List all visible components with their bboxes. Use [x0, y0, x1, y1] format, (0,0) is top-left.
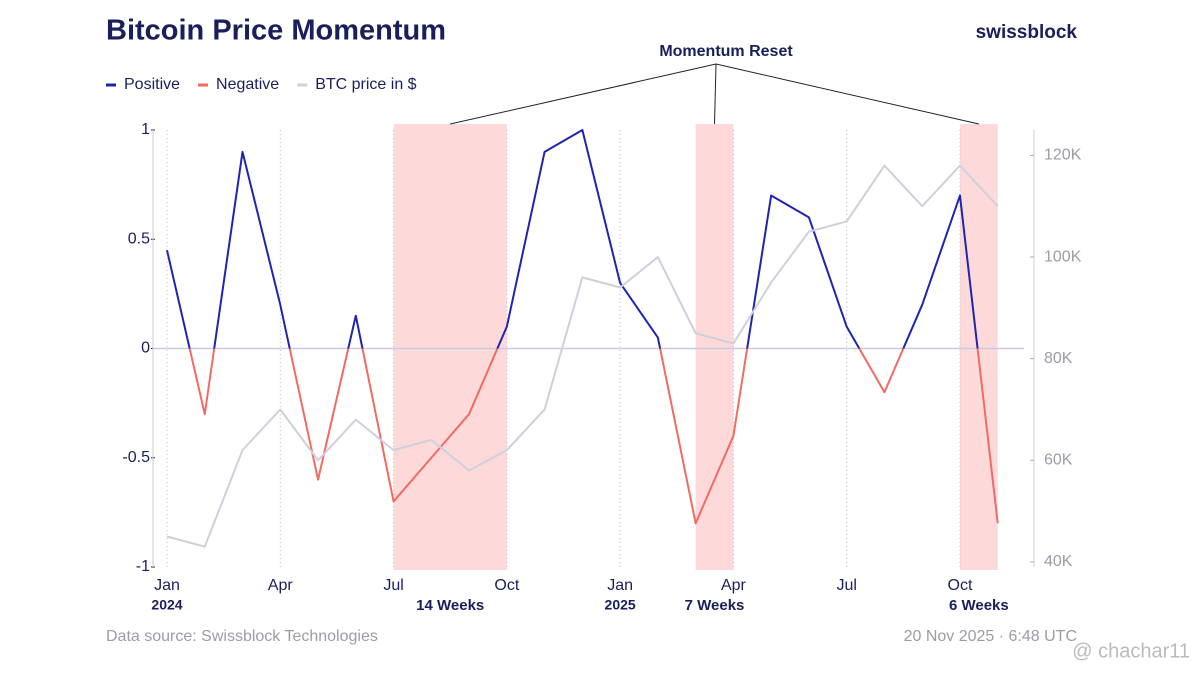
annotation-arrow — [715, 63, 979, 125]
y-tick-label: -0.5 — [122, 449, 150, 466]
reset-band — [959, 124, 998, 570]
y-tick-label: 1 — [141, 121, 150, 138]
x-tick-label: Jul — [836, 577, 856, 594]
y2-tick-label: 40K — [1044, 553, 1073, 570]
chart-title: Bitcoin Price Momentum — [106, 15, 446, 47]
x-tick-label: Oct — [494, 577, 519, 594]
annotation: Momentum Reset — [659, 43, 793, 60]
source: Data source: Swissblock Technologies — [106, 628, 378, 645]
momentum-line — [166, 129, 999, 525]
x-tick-label: Jan — [154, 577, 180, 594]
x-tick-label: Jul — [383, 577, 403, 594]
timestamp: 20 Nov 2025 · 6:48 UTC — [904, 628, 1077, 645]
reset-band — [393, 124, 507, 570]
y2-tick-label: 60K — [1044, 452, 1073, 469]
reset-label: 7 Weeks — [685, 597, 745, 614]
x-tick-label: Apr — [721, 577, 747, 594]
y-tick-label: 0 — [141, 340, 150, 357]
legend-label: Negative — [216, 76, 279, 93]
y-tick-label: 0.5 — [128, 230, 150, 247]
y2-tick-label: 80K — [1044, 350, 1073, 367]
x-tick-label: Oct — [948, 577, 973, 594]
reset-label: 14 Weeks — [416, 597, 484, 614]
x-tick-label: Apr — [268, 577, 294, 594]
y2-tick-label: 120K — [1044, 147, 1082, 164]
x-tick-label: Jan — [607, 577, 633, 594]
price-line — [166, 164, 999, 548]
reset-band — [695, 124, 734, 570]
y2-tick-label: 100K — [1044, 248, 1082, 265]
legend-label: Positive — [124, 76, 180, 93]
reset-label: 6 Weeks — [949, 597, 1009, 614]
year-label: 2024 — [151, 597, 182, 613]
annotation-arrow — [450, 63, 717, 125]
year-label: 2025 — [605, 597, 636, 613]
brand: swissblock — [976, 22, 1078, 43]
watermark: @ chachar11 — [1072, 640, 1190, 662]
y-tick-label: -1 — [136, 558, 150, 575]
legend-label: BTC price in $ — [315, 76, 416, 93]
annotation-arrow — [714, 63, 717, 125]
